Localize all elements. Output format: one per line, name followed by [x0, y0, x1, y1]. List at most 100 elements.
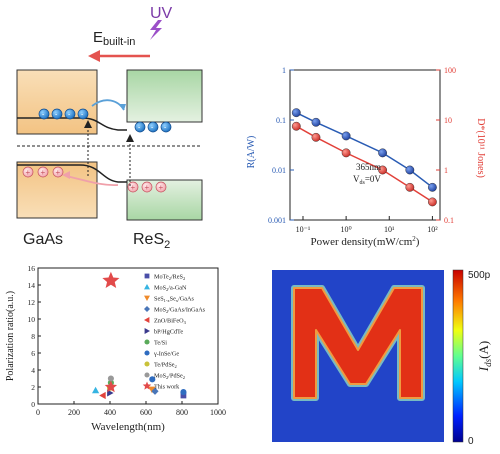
- colorbar: [452, 269, 464, 443]
- svg-text:+: +: [131, 183, 136, 192]
- polarization-points: [92, 271, 187, 400]
- letter-m-shape: [293, 287, 423, 399]
- pol-point: [180, 392, 187, 399]
- colorbar-max-label: 500p: [468, 270, 491, 281]
- resp-yrtick-label: 10: [444, 116, 452, 125]
- pol-legend-label: SeS1-xSex/GaAs: [154, 296, 194, 304]
- polarization-plot-frame: [37, 267, 219, 405]
- gaas-conduction-band: [16, 69, 98, 135]
- colorbar-min-label: 0: [468, 436, 474, 447]
- pol-legend-label: MoTe2/ReS2: [154, 274, 185, 282]
- pol-xtick-label: 1000: [210, 408, 226, 417]
- pol-legend-label: γ-InSe/Ge: [153, 351, 179, 358]
- polarization-legend: MoTe2/ReS2 MoS2/a-GaN SeS1-xSex/GaAs MoS2/G…: [142, 274, 206, 391]
- resp-point-D*: [428, 197, 437, 207]
- polarization-ticks: 0 200 400 600 800 1000 0 2 4 6 8 10 12 14 16: [28, 264, 227, 417]
- resp-point-D*: [341, 148, 351, 158]
- responsivity-annotation-wavelength: 365nm: [356, 162, 381, 172]
- responsivity-ticks: 10⁻¹ 10⁰ 10¹ 10² 1 0.1 0.01 0.001 100 10 1 0.1: [268, 66, 456, 234]
- pol-legend-marker: [144, 372, 150, 378]
- pol-legend-label: MoS2/GaAs/InGaAs: [154, 307, 206, 315]
- pol-xtick-label: 800: [176, 408, 188, 417]
- electrons: - - - - - - -: [38, 108, 172, 133]
- resp-xtick-label: 10⁰: [341, 225, 352, 234]
- pol-point: [102, 271, 120, 289]
- svg-text:-: -: [68, 112, 71, 119]
- pol-point: [92, 386, 100, 394]
- svg-text:-: -: [138, 125, 141, 132]
- valence-band-edge: [17, 164, 127, 183]
- current-map-panel: 500p 0 Ids(A): [272, 269, 493, 447]
- resp-yltick-label: 0.1: [276, 116, 286, 125]
- resp-xtick-label: 10²: [427, 225, 438, 234]
- pol-legend-marker: [144, 295, 150, 301]
- polarization-xlabel: Wavelength(nm): [91, 421, 165, 433]
- pol-legend-label: MoS2/a-GaN: [154, 285, 187, 293]
- pol-legend-marker: [144, 361, 150, 367]
- pol-legend-marker: [144, 284, 150, 290]
- ebuiltin-arrow-head-icon: [88, 50, 100, 62]
- svg-text:-: -: [55, 112, 58, 119]
- polarization-ylabel: Polarization ratio(a.u.): [5, 291, 16, 381]
- pol-xtick-label: 0: [36, 408, 40, 417]
- responsivity-ylabel-left: R(A/W): [246, 136, 257, 169]
- resp-point-D*: [311, 132, 321, 142]
- resp-point-D*: [291, 121, 301, 131]
- pol-legend-label: Te/PdSe2: [154, 362, 177, 370]
- resp-point-D*: [405, 182, 415, 192]
- pol-xtick-label: 200: [68, 408, 80, 417]
- ebuiltin-label: Ebuilt-in: [93, 29, 135, 48]
- pol-ytick-label: 14: [28, 281, 36, 290]
- pol-legend-marker: [144, 350, 150, 356]
- responsivity-xlabel: Power density(mW/cm2): [311, 235, 420, 248]
- pol-legend-marker: [142, 381, 152, 390]
- svg-text:+: +: [41, 168, 46, 177]
- responsivity-annotation-bias: Vds=0V: [353, 174, 381, 186]
- pol-ytick-label: 0: [31, 400, 35, 409]
- pol-xtick-label: 600: [140, 408, 152, 417]
- resp-xtick-label: 10⁻¹: [296, 225, 311, 234]
- resp-point-R: [405, 165, 415, 175]
- polarization-chart: 0 200 400 600 800 1000 0 2 4 6 8 10 12 14 16 MoTe2/ReS…: [5, 264, 226, 433]
- resp-yltick-label: 1: [282, 66, 286, 75]
- pol-point: [180, 389, 187, 396]
- resp-point-R: [378, 148, 387, 158]
- svg-text:-: -: [164, 125, 167, 132]
- pol-ytick-label: 8: [31, 332, 35, 341]
- resp-yrtick-label: 100: [444, 66, 456, 75]
- pol-ytick-label: 12: [28, 298, 36, 307]
- colorbar-label: Ids(A): [476, 341, 493, 372]
- res2-label: ReS2: [133, 231, 170, 251]
- svg-text:+: +: [26, 168, 31, 177]
- pol-legend-marker: [144, 317, 150, 323]
- responsivity-chart: 10⁻¹ 10⁰ 10¹ 10² 1 0.1 0.01 0.001 100 10 1 0.1 R(A/…: [246, 66, 486, 248]
- svg-text:-: -: [151, 125, 154, 132]
- pol-ytick-label: 10: [28, 315, 36, 324]
- pol-ytick-label: 16: [28, 264, 36, 273]
- resp-point-D*: [378, 165, 387, 175]
- pol-legend-marker: [144, 328, 150, 334]
- resp-point-R: [311, 117, 321, 127]
- resp-yltick-label: 0.001: [268, 216, 286, 225]
- pol-legend-label: Te/Si: [154, 340, 167, 347]
- resp-point-R: [428, 182, 437, 192]
- pol-point: [107, 375, 114, 382]
- svg-text:-: -: [81, 112, 84, 119]
- pol-xtick-label: 400: [104, 408, 116, 417]
- resp-yrtick-label: 1: [444, 166, 448, 175]
- holes: + + + + + +: [22, 166, 167, 193]
- gaas-label: GaAs: [23, 231, 63, 248]
- responsivity-ylabel-right: D*(10¹¹ Jones): [475, 118, 486, 178]
- pol-ytick-label: 2: [31, 383, 35, 392]
- svg-text:+: +: [145, 183, 150, 192]
- pol-point: [151, 387, 159, 395]
- band-diagram-panel: UV Ebuilt-in - - -: [16, 5, 203, 251]
- responsivity-points: [291, 108, 437, 207]
- resp-point-R: [341, 131, 351, 141]
- pol-legend-label: bP/HgCdTe: [154, 329, 183, 336]
- uv-label: UV: [150, 5, 173, 22]
- pol-legend-marker: [144, 306, 150, 312]
- pol-legend-label: ZnO/BiFeO3: [154, 318, 187, 326]
- pol-point: [149, 376, 156, 383]
